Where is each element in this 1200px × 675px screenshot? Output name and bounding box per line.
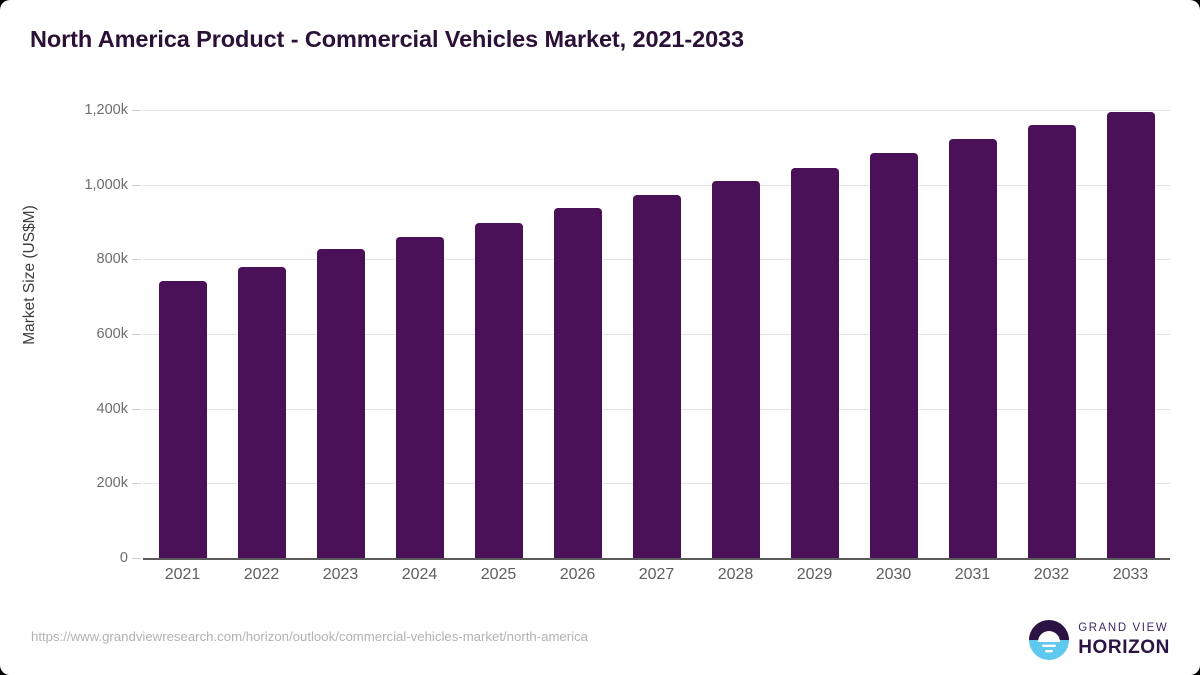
horizon-logo-icon [1029, 620, 1070, 660]
x-axis-tick-label: 2029 [796, 566, 833, 583]
gridline [143, 110, 1170, 111]
x-axis-tick-label: 2033 [1112, 566, 1149, 583]
logo-text-horizon: HORIZON [1078, 636, 1170, 658]
y-axis-tick-labels: 0 200k 400k 600k 800k 1,000k 1,200k [28, 102, 141, 566]
y-axis-tick-label: 1,200k [84, 102, 128, 118]
bar-2030[interactable] [869, 152, 918, 558]
source-url[interactable]: https://www.grandviewresearch.com/horizo… [31, 629, 589, 644]
x-axis-tick-label: 2022 [243, 566, 280, 583]
y-axis-tick-mark [132, 110, 141, 111]
gridline [143, 184, 1170, 186]
bar-2027[interactable] [632, 195, 681, 558]
x-axis-tick-label: 2030 [875, 566, 912, 583]
y-axis-tick-mark [132, 259, 141, 261]
y-axis-tick-label: 800k [96, 251, 128, 268]
logo-text: GRAND VIEW HORIZON [1078, 623, 1170, 657]
bar-2022[interactable] [237, 266, 286, 558]
x-axis-line [143, 558, 1170, 560]
y-axis-tick-label: 0 [119, 550, 128, 566]
page-title: North America Product - Commercial Vehic… [30, 26, 745, 52]
x-axis-tick-label: 2021 [164, 566, 201, 583]
logo-text-grand-view: GRAND VIEW [1078, 622, 1169, 635]
x-axis-tick-label: 2025 [480, 566, 517, 583]
x-axis-tick-label: 2026 [559, 566, 596, 583]
plot-area [143, 110, 1170, 558]
bar-2024[interactable] [395, 236, 444, 558]
y-axis-tick-label: 600k [96, 326, 128, 342]
x-axis-tick-label: 2032 [1033, 566, 1070, 583]
y-axis-tick-label: 1,000k [84, 176, 128, 193]
bar-2029[interactable] [790, 167, 839, 558]
bar-2026[interactable] [553, 208, 602, 558]
y-axis-tick-mark [132, 334, 141, 335]
x-axis-tick-label: 2028 [717, 566, 754, 583]
y-axis-title: Market Size (US$M) [21, 205, 38, 345]
bar-2023[interactable] [316, 248, 365, 558]
bar-2032[interactable] [1027, 124, 1076, 558]
y-axis-tick-mark [132, 184, 141, 186]
x-axis-tick-label: 2023 [322, 566, 359, 583]
bar-2028[interactable] [711, 180, 760, 558]
bar-2033[interactable] [1106, 111, 1155, 558]
x-axis-tick-labels: 2021 2022 2023 2024 2025 2026 2027 2028 2029 2030… [143, 566, 1170, 594]
y-axis-tick-label: 400k [96, 400, 128, 417]
bar-2025[interactable] [474, 223, 523, 558]
y-axis-tick-label: 200k [96, 475, 128, 492]
y-axis-tick-mark [132, 483, 141, 485]
x-axis-tick-label: 2031 [954, 566, 991, 583]
y-axis-tick-mark [132, 558, 141, 559]
bar-2021[interactable] [158, 281, 207, 558]
y-axis-tick-mark [132, 408, 141, 410]
x-axis-tick-label: 2024 [401, 566, 438, 583]
x-axis-tick-label: 2027 [638, 566, 675, 583]
brand-logo[interactable]: GRAND VIEW HORIZON [1029, 618, 1170, 662]
bar-2031[interactable] [948, 139, 997, 558]
